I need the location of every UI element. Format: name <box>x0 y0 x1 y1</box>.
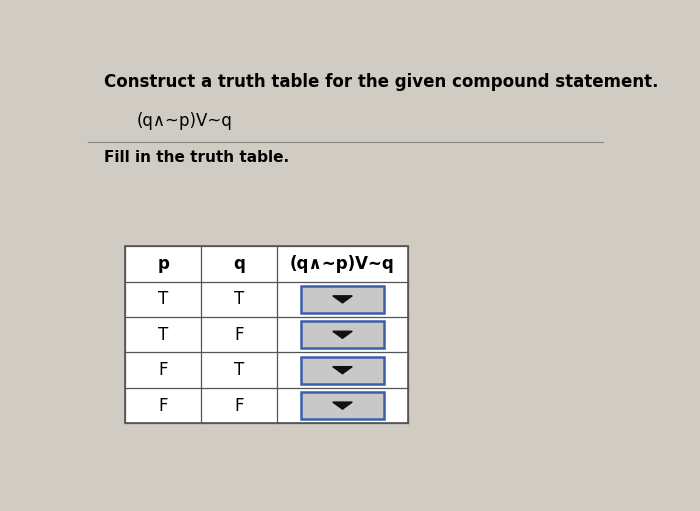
Text: F: F <box>159 397 168 414</box>
Text: p: p <box>158 255 169 273</box>
Bar <box>301 286 384 313</box>
Polygon shape <box>332 296 352 303</box>
Text: F: F <box>234 326 244 344</box>
Text: (q∧~p)V~q: (q∧~p)V~q <box>290 255 395 273</box>
Text: (q∧~p)V~q: (q∧~p)V~q <box>136 112 232 130</box>
Text: q: q <box>234 255 245 273</box>
Text: T: T <box>234 361 244 379</box>
Bar <box>301 392 384 419</box>
Polygon shape <box>332 331 352 338</box>
Polygon shape <box>332 367 352 374</box>
Text: T: T <box>158 326 169 344</box>
Text: F: F <box>234 397 244 414</box>
Bar <box>125 246 407 423</box>
Text: T: T <box>234 290 244 308</box>
Text: Fill in the truth table.: Fill in the truth table. <box>104 150 289 165</box>
Bar <box>301 357 384 384</box>
Polygon shape <box>332 402 352 409</box>
Bar <box>301 321 384 348</box>
Text: F: F <box>159 361 168 379</box>
Text: T: T <box>158 290 169 308</box>
Text: Construct a truth table for the given compound statement.: Construct a truth table for the given co… <box>104 73 658 91</box>
